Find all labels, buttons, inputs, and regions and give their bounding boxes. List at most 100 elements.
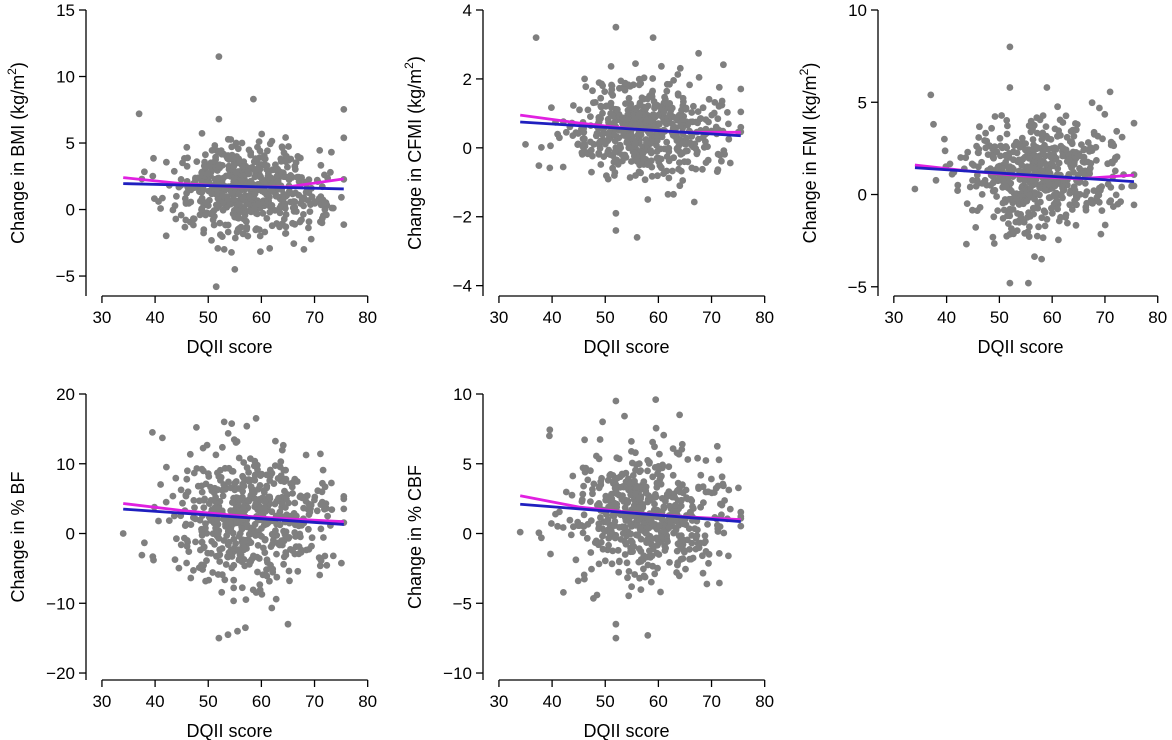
data-point — [596, 436, 604, 443]
data-point — [340, 106, 348, 113]
data-point — [963, 200, 971, 208]
data-point — [317, 218, 324, 226]
data-point — [231, 480, 239, 488]
data-point — [150, 154, 157, 162]
data-point — [328, 479, 335, 487]
data-point — [268, 202, 276, 209]
data-point — [667, 519, 674, 527]
data-point — [679, 536, 687, 543]
data-point — [202, 577, 210, 585]
data-point — [1093, 157, 1100, 164]
data-point — [982, 129, 989, 137]
x-axis-title: DQII score — [583, 721, 669, 740]
data-point — [608, 560, 616, 568]
data-point — [231, 486, 239, 494]
data-point — [236, 201, 243, 209]
data-point — [224, 631, 232, 639]
data-point — [205, 162, 213, 170]
y-tick-label: 10 — [848, 1, 867, 20]
data-point — [632, 139, 639, 147]
data-point — [1072, 126, 1080, 134]
data-point — [676, 411, 683, 419]
data-point — [725, 486, 733, 494]
data-point — [569, 132, 577, 140]
data-point — [297, 533, 304, 541]
data-point — [296, 218, 304, 226]
data-point — [254, 200, 262, 208]
data-point — [190, 469, 198, 477]
data-point — [975, 134, 983, 141]
data-point — [690, 102, 697, 110]
data-point — [238, 584, 246, 592]
data-point — [1104, 180, 1112, 188]
data-point — [281, 199, 288, 207]
data-point — [621, 151, 629, 159]
data-point — [975, 149, 982, 157]
data-point — [205, 500, 213, 507]
data-point — [682, 486, 690, 494]
data-point — [285, 567, 293, 575]
data-point — [948, 170, 956, 178]
data-point — [615, 558, 623, 566]
data-point — [1101, 110, 1109, 118]
data-point — [198, 205, 206, 213]
data-point — [209, 569, 217, 576]
scatter-points — [911, 43, 1138, 287]
y-axis-title: Change in % BF — [8, 471, 28, 602]
data-point — [230, 597, 238, 605]
data-point — [625, 592, 633, 600]
data-point — [1052, 192, 1059, 200]
data-point — [969, 177, 976, 184]
data-point — [202, 480, 210, 488]
data-point — [615, 568, 623, 576]
data-point — [179, 499, 186, 507]
data-point — [658, 62, 665, 70]
data-point — [186, 450, 194, 458]
data-point — [587, 549, 595, 556]
data-point — [688, 539, 696, 547]
data-point — [230, 195, 238, 203]
data-point — [316, 571, 324, 579]
data-point — [1042, 187, 1049, 194]
data-point — [996, 134, 1004, 142]
data-point — [614, 546, 622, 554]
data-point — [654, 470, 661, 478]
data-point — [163, 158, 170, 166]
data-point — [642, 489, 650, 497]
data-point — [591, 99, 599, 106]
data-point — [329, 204, 337, 212]
data-point — [1083, 188, 1091, 196]
data-point — [663, 80, 671, 88]
data-point — [580, 140, 588, 148]
data-point — [655, 111, 663, 119]
data-point — [263, 520, 271, 528]
data-point — [269, 568, 277, 576]
data-point — [703, 580, 711, 588]
data-point — [246, 560, 253, 568]
data-point — [635, 81, 643, 89]
data-point — [185, 199, 193, 207]
data-point — [1006, 43, 1014, 51]
data-point — [636, 101, 644, 109]
data-point — [1000, 206, 1008, 214]
data-point — [294, 153, 302, 160]
data-point — [720, 482, 727, 490]
data-point — [718, 97, 726, 105]
data-point — [227, 136, 235, 143]
data-point — [538, 144, 545, 151]
data-point — [635, 460, 643, 467]
data-point — [1070, 160, 1078, 168]
data-point — [644, 632, 652, 639]
data-point — [251, 520, 259, 528]
data-point — [1047, 160, 1055, 168]
data-point — [1065, 156, 1073, 163]
data-point — [316, 562, 324, 570]
data-point — [308, 534, 316, 542]
data-point — [657, 588, 664, 596]
data-point — [211, 504, 219, 512]
data-point — [595, 560, 603, 568]
data-point — [726, 505, 734, 513]
data-point — [665, 174, 673, 182]
data-point — [626, 83, 634, 90]
data-point — [1090, 128, 1098, 136]
